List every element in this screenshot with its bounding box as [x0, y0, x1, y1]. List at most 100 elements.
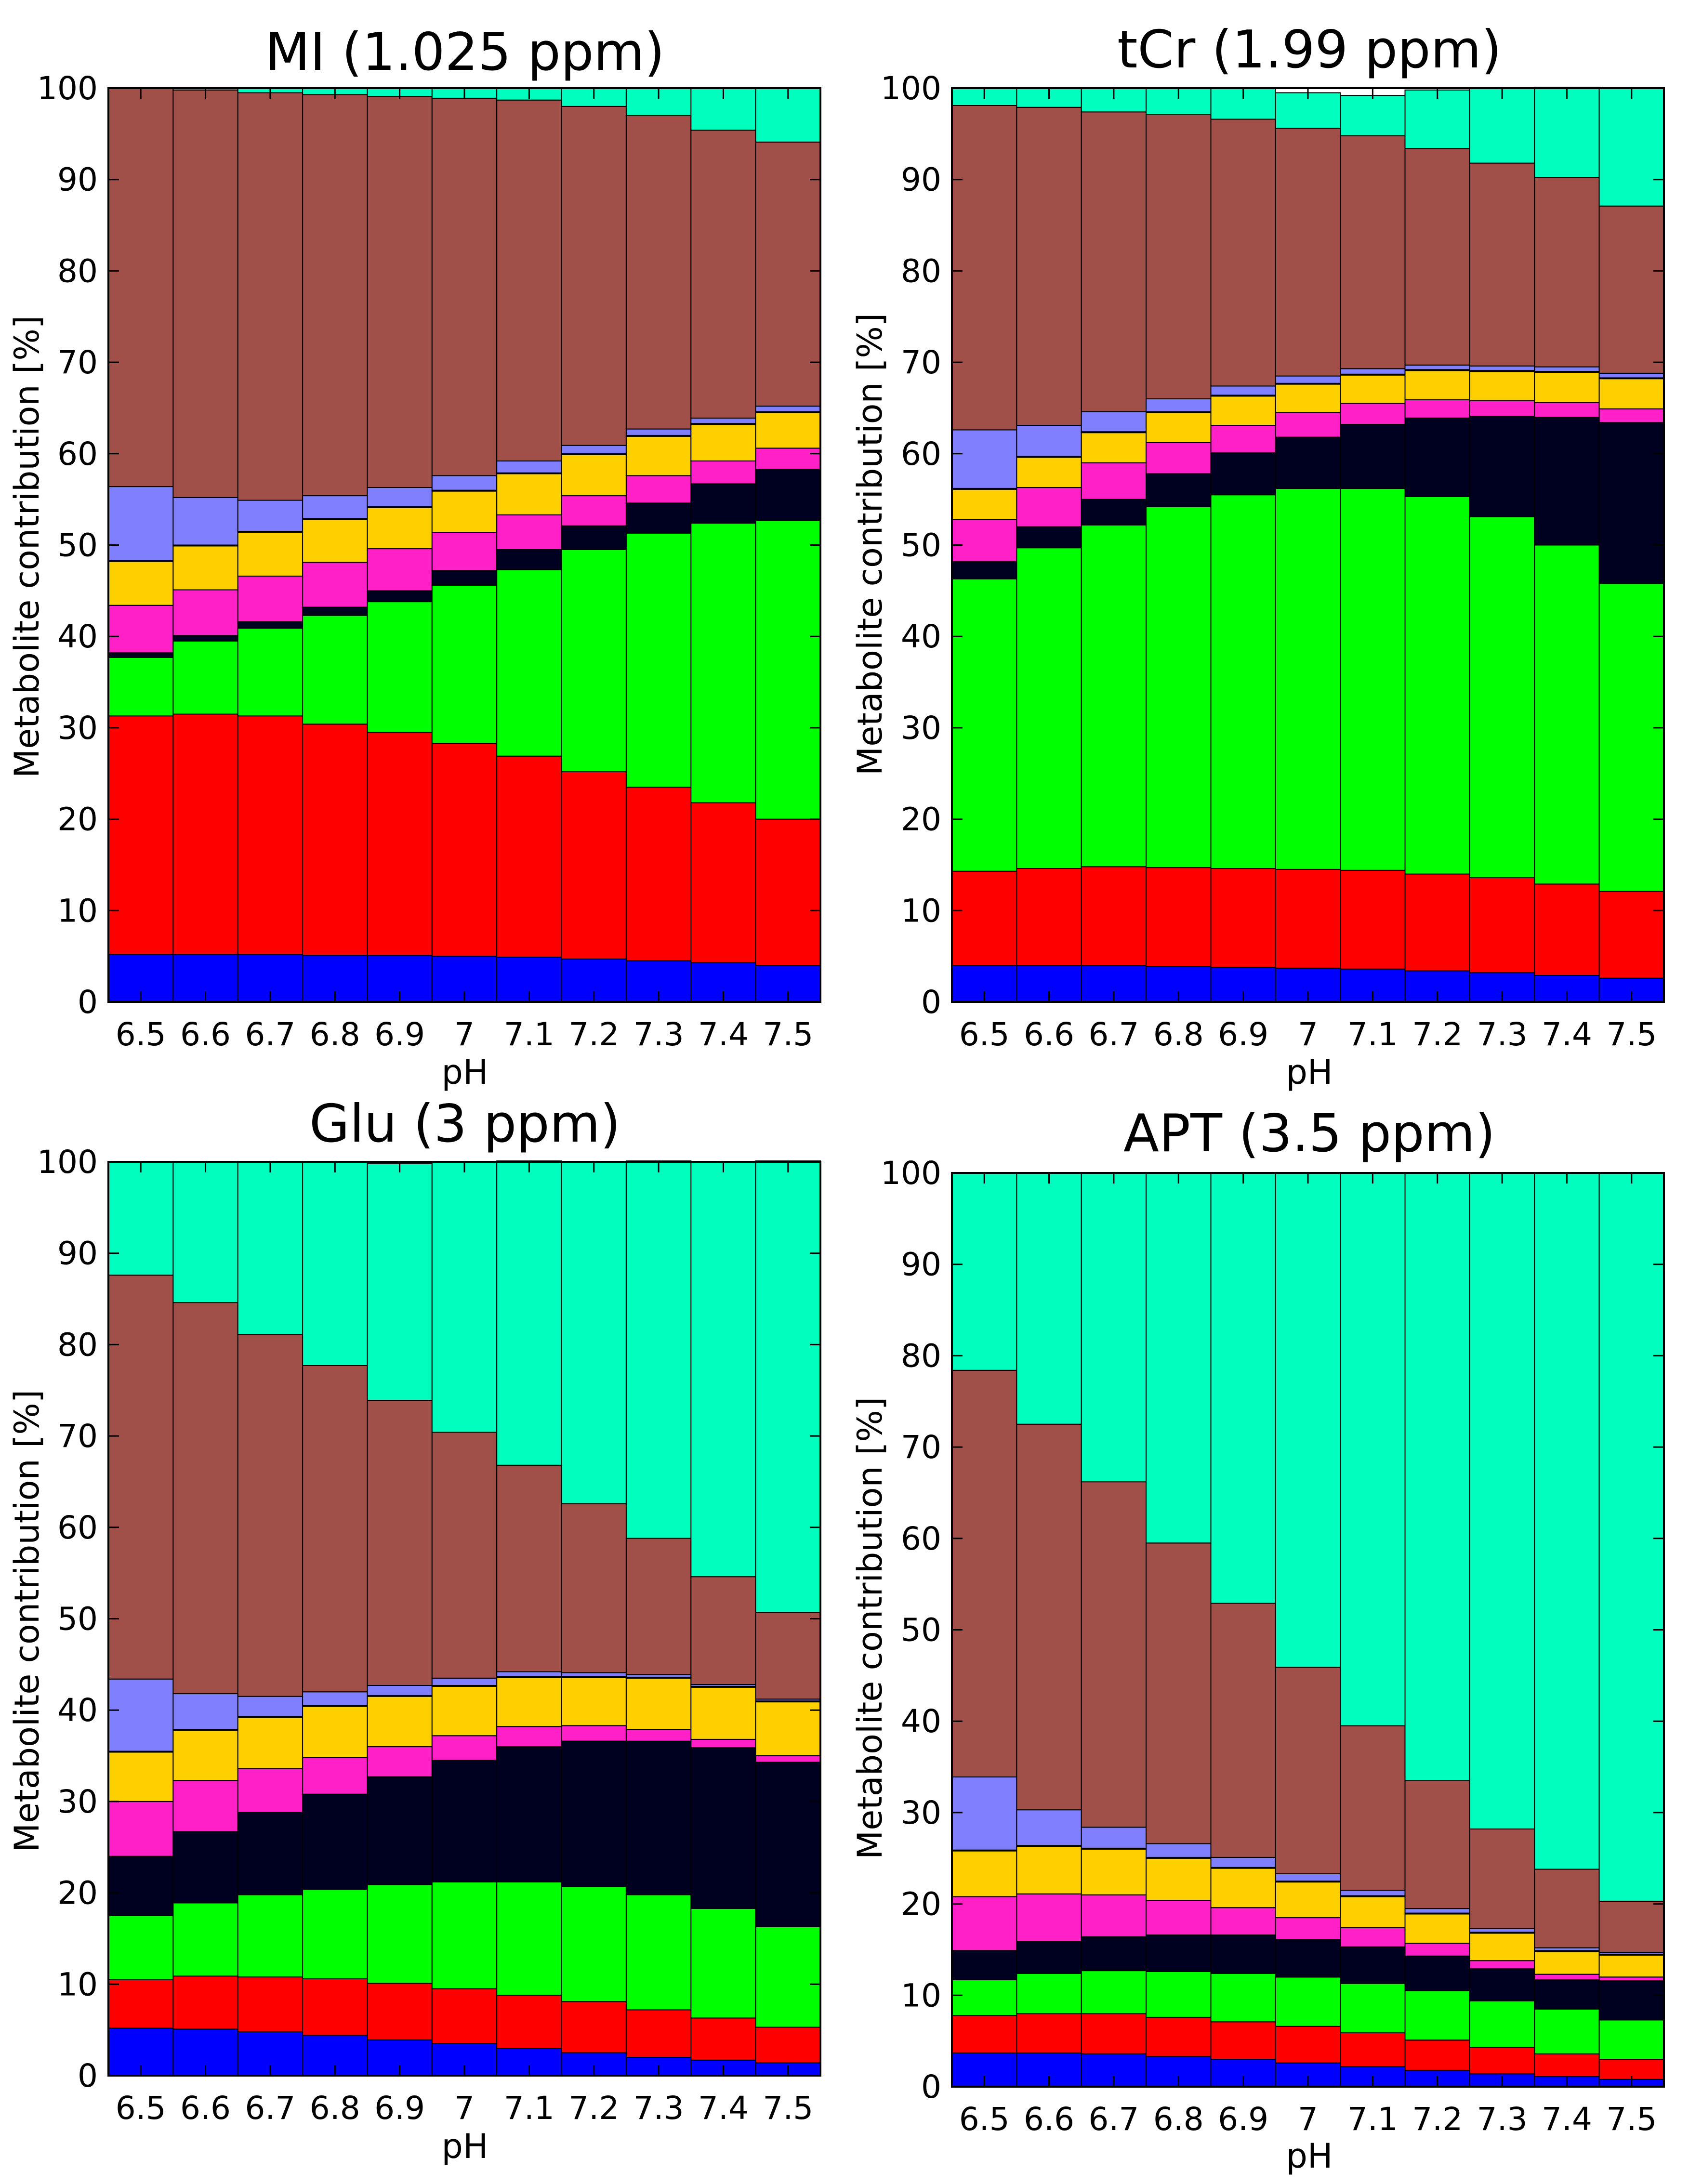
bar-segment-apt-ph-7.1: [496, 1160, 562, 1466]
bar-segment-mi-ph-6.5: [951, 870, 1017, 966]
chart-panel-mi: MI (1.025 ppm) pH Metabolite contributio…: [7, 22, 821, 1092]
bar-segment-gln-ph-6.7: [1081, 432, 1147, 463]
bar-segment-mi-ph-7.1: [1340, 2032, 1406, 2067]
bar-segment-glu-ph-7.2: [1404, 1780, 1470, 1909]
bar-segment-apt-ph-7.1: [1340, 1172, 1406, 1726]
y-tick-label: 80: [901, 252, 941, 289]
bar-segment-gaba-ph-7.3: [1469, 400, 1535, 417]
bar-segment-gln-ph-7.1: [496, 1676, 562, 1727]
bar-segment-pcr-ph-6.6: [1016, 1941, 1082, 1974]
bar-segment-apt-ph-7.3: [625, 1160, 692, 1539]
bar-segment-gln-ph-6.5: [951, 1850, 1017, 1897]
bar-segment-pcr-ph-6.7: [1081, 499, 1147, 526]
bar-segment-pcr-ph-7: [1275, 436, 1341, 489]
chart-title: MI (1.025 ppm): [265, 22, 664, 82]
bar-segment-mi-ph-7.4: [690, 2017, 756, 2061]
bar-segment-apt-ph-7.5: [1598, 88, 1665, 207]
bar-segment-gln-ph-7.4: [690, 1686, 756, 1740]
y-tick-label: 0: [78, 2057, 98, 2094]
bar-segment-glu-ph-6.5: [108, 1275, 174, 1680]
y-tick-label: 40: [901, 618, 941, 655]
bar-segment-pcr-ph-6.5: [108, 1855, 174, 1916]
bar-segment-mi-ph-7.3: [625, 2009, 692, 2058]
y-tick-label: 100: [881, 70, 941, 107]
bar-segment-mi-ph-6.8: [302, 724, 368, 956]
bar-segment-pcr-ph-7: [1275, 1939, 1341, 1978]
bar-segment-tau-ph-7.4: [690, 417, 756, 424]
x-axis-label: pH: [441, 1053, 488, 1092]
bars: [951, 87, 1665, 1003]
bar-segment-glu-ph-6.9: [367, 1400, 433, 1686]
bar-segment-gln-ph-6.8: [1146, 412, 1212, 444]
y-tick-label: 40: [57, 1692, 98, 1729]
bar-segment-cr-ph-6.8: [1146, 1971, 1212, 2018]
x-axis-label: pH: [441, 2127, 488, 2166]
bar-segment-cr-ph-6.8: [302, 1889, 368, 1979]
bar-segment-cr-ph-6.7: [1081, 524, 1147, 868]
x-tick-label: 7: [1298, 2101, 1318, 2138]
bar-segment-glu-ph-7.2: [561, 1503, 627, 1673]
bar-segment-gln-ph-7.1: [1340, 374, 1406, 404]
bar-segment-glu-ph-6.5: [108, 88, 174, 487]
x-tick-label: 7: [1298, 1016, 1318, 1053]
bar-segment-pcr-ph-7.2: [561, 1740, 627, 1887]
bar-segment-mi-ph-7.3: [1469, 2047, 1535, 2075]
bar-segment-pcr-ph-7.5: [755, 469, 821, 521]
bar-segment-cr-ph-7: [1275, 1976, 1341, 2027]
bar-segment-pcr-ph-6.8: [1146, 473, 1212, 507]
bar-segment-mi-ph-7.5: [1598, 891, 1665, 979]
bar-segment-cr-ph-7.5: [1598, 2019, 1665, 2060]
bar-segment-pcr-ph-7.3: [1469, 416, 1535, 517]
bar-segment-tau-ph-6.9: [367, 487, 433, 507]
x-tick-label: 6.9: [1218, 1016, 1268, 1053]
bar-segment-apt-ph-7.5: [755, 88, 821, 143]
bar-segment-apt-ph-7.5: [1598, 1172, 1665, 1902]
x-tick-label: 6.6: [180, 2090, 231, 2127]
bar-segment-pcr-ph-6.9: [1210, 452, 1276, 496]
bar-segment-gaba-ph-7.5: [755, 447, 821, 470]
bar-segment-gln-ph-7.4: [1534, 1951, 1600, 1975]
bar-segment-gaba-ph-7: [1275, 1917, 1341, 1940]
bar-segment-gln-ph-7.2: [561, 454, 627, 497]
x-tick-label: 6.8: [310, 2090, 360, 2127]
bar-segment-apt-ph-7.2: [561, 1161, 627, 1504]
bar-segment-gln-ph-7.1: [496, 473, 562, 515]
bar-segment-gln-ph-7.4: [1534, 372, 1600, 403]
bar-segment-gaba-ph-6.9: [1210, 1907, 1276, 1936]
y-tick-label: 70: [57, 344, 98, 381]
bar-segment-pcr-ph-7: [431, 570, 498, 586]
bar-segment-pcr-ph-6.5: [108, 652, 174, 658]
bar-segment-gln-ph-6.8: [1146, 1857, 1212, 1901]
bar-segment-pcr-ph-7.1: [1340, 424, 1406, 489]
bar-segment-gaba-ph-7.5: [755, 1755, 821, 1763]
bar-segment-glu-ph-7.1: [496, 1464, 562, 1672]
bar-segment-mi-ph-6.7: [237, 715, 303, 955]
x-tick-label: 7.1: [504, 1016, 554, 1053]
x-tick-label: 6.7: [245, 1016, 295, 1053]
bar-segment-mi-ph-7.5: [755, 2026, 821, 2064]
bar-segment-glu-ph-7.5: [1598, 1900, 1665, 1953]
bar-segment-gln-ph-7: [1275, 383, 1341, 413]
bar-segment-pcr-ph-7.3: [625, 1740, 692, 1895]
bar-segment-apt-ph-7: [1275, 1172, 1341, 1668]
y-tick-label: 10: [901, 1977, 941, 2014]
bar-segment-gaba-ph-7.4: [690, 1738, 756, 1748]
bar-segment-mi-ph-6.9: [1210, 2021, 1276, 2060]
y-tick-label: 20: [901, 801, 941, 838]
bar-segment-glu-ph-7: [431, 1432, 498, 1679]
bar-segment-gaba-ph-6.5: [108, 1801, 174, 1857]
bar-segment-mi-ph-7: [431, 743, 498, 957]
bar-segment-pcr-ph-7.2: [561, 525, 627, 550]
bar-segment-gaba-ph-7: [1275, 412, 1341, 438]
bar-segment-gaba-ph-7.3: [625, 475, 692, 504]
x-tick-label: 7.4: [1542, 1016, 1592, 1053]
x-tick-label: 7.4: [698, 1016, 749, 1053]
bar-segment-glu-ph-6.5: [951, 1369, 1017, 1778]
bar-segment-pcr-ph-7.5: [755, 1762, 821, 1927]
bar-segment-gln-ph-6.6: [172, 1729, 238, 1781]
bar-segment-apt-ph-7.3: [1469, 1172, 1535, 1829]
bar-segment-tau-ph-6.7: [237, 1696, 303, 1717]
bar-segment-tau-ph-6.7: [1081, 411, 1147, 433]
y-tick-label: 60: [901, 1520, 941, 1557]
bar-segment-mi-ph-7.3: [625, 787, 692, 961]
